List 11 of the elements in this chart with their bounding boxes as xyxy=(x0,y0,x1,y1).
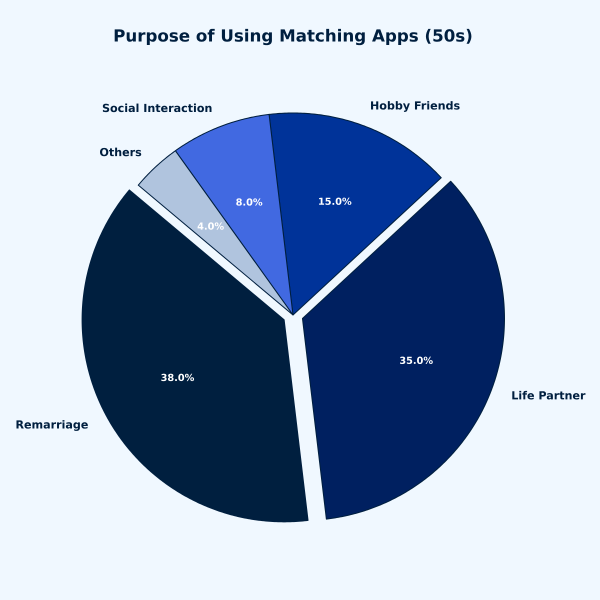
chart-title: Purpose of Using Matching Apps (50s) xyxy=(114,28,472,46)
slice-label: Life Partner xyxy=(512,390,586,400)
data-label: 15.0% xyxy=(319,198,352,205)
data-label: 38.0% xyxy=(161,374,194,382)
data-label: 35.0% xyxy=(400,356,433,364)
data-label: 4.0% xyxy=(198,222,224,230)
data-label: 8.0% xyxy=(236,198,262,206)
slice-label: Social Interaction xyxy=(102,104,212,112)
slice-label: Others xyxy=(100,148,142,156)
slice-label: Remarriage xyxy=(16,420,88,431)
slice-label: Hobby Friends xyxy=(371,101,460,112)
